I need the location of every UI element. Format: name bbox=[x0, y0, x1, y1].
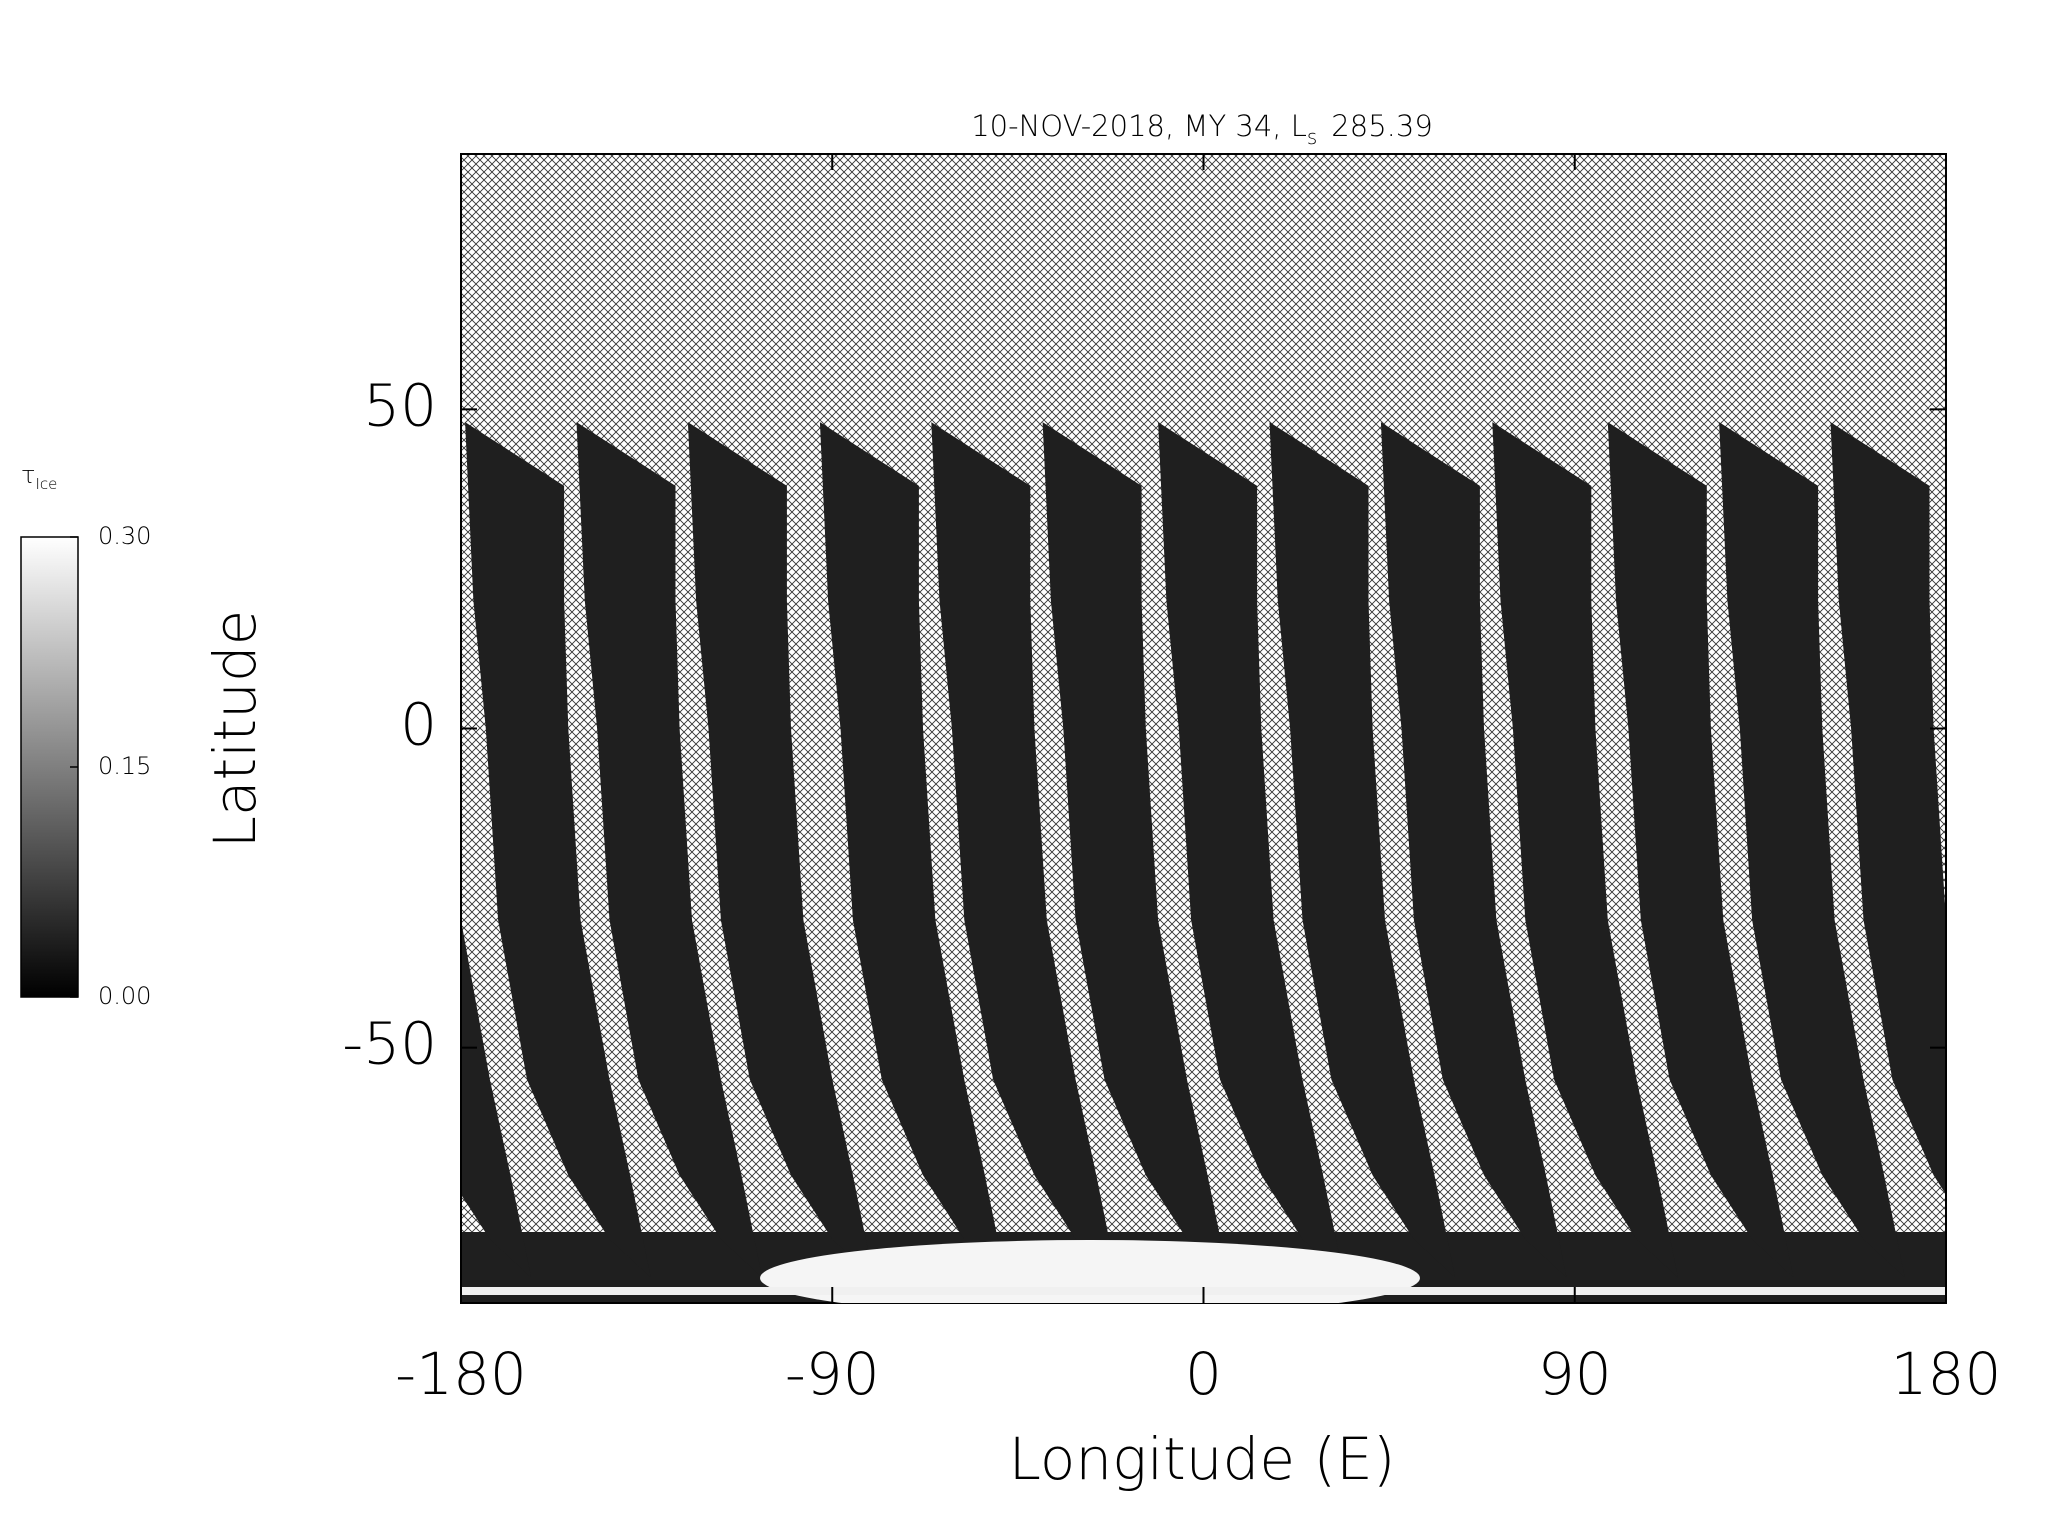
colorbar-tick-label: 0.30 bbox=[98, 522, 151, 550]
title-value: 285.39 bbox=[1331, 109, 1432, 143]
swath bbox=[461, 920, 532, 1278]
swath bbox=[576, 422, 763, 1278]
swath bbox=[931, 422, 1117, 1278]
x-tick-label: 180 bbox=[1891, 1340, 2002, 1408]
swath bbox=[1719, 422, 1905, 1278]
map-area bbox=[123, 422, 1946, 1303]
colorbar-label: τIce bbox=[21, 461, 57, 493]
y-tick-label: -50 bbox=[342, 1010, 437, 1078]
y-axis-label: Latitude bbox=[201, 610, 269, 849]
y-tick-label: 50 bbox=[363, 371, 437, 439]
x-tick-label: -180 bbox=[395, 1340, 527, 1408]
polar-ice bbox=[760, 1240, 1420, 1303]
swath bbox=[1830, 422, 1946, 1195]
colorbar-tick-label: 0.15 bbox=[98, 752, 151, 780]
colorbar-subscript: Ice bbox=[35, 475, 57, 493]
swath bbox=[1269, 422, 1456, 1278]
swath bbox=[1158, 422, 1344, 1278]
x-tick-label: 0 bbox=[1185, 1340, 1222, 1408]
colorbar-tick-label: 0.00 bbox=[98, 982, 151, 1010]
title-text: 10-NOV-2018, MY 34, L bbox=[971, 109, 1307, 143]
colorbar-symbol: τ bbox=[21, 461, 35, 489]
swath bbox=[1492, 422, 1678, 1278]
colorbar bbox=[20, 536, 79, 998]
chart-title: 10-NOV-2018, MY 34, Ls 285.39 bbox=[971, 109, 1433, 149]
swath bbox=[1380, 422, 1567, 1278]
swath bbox=[819, 422, 1006, 1278]
x-axis-label: Longitude (E) bbox=[1009, 1425, 1396, 1493]
swath bbox=[123, 422, 309, 1277]
x-tick-label: 90 bbox=[1538, 1340, 1612, 1408]
title-subscript: s bbox=[1307, 125, 1317, 149]
swath bbox=[687, 422, 874, 1278]
swath bbox=[234, 422, 420, 1277]
swath bbox=[1042, 422, 1229, 1278]
swath bbox=[465, 422, 651, 1278]
y-tick-label: 0 bbox=[400, 691, 437, 759]
swath bbox=[1607, 422, 1794, 1278]
x-tick-label: -90 bbox=[785, 1340, 880, 1408]
